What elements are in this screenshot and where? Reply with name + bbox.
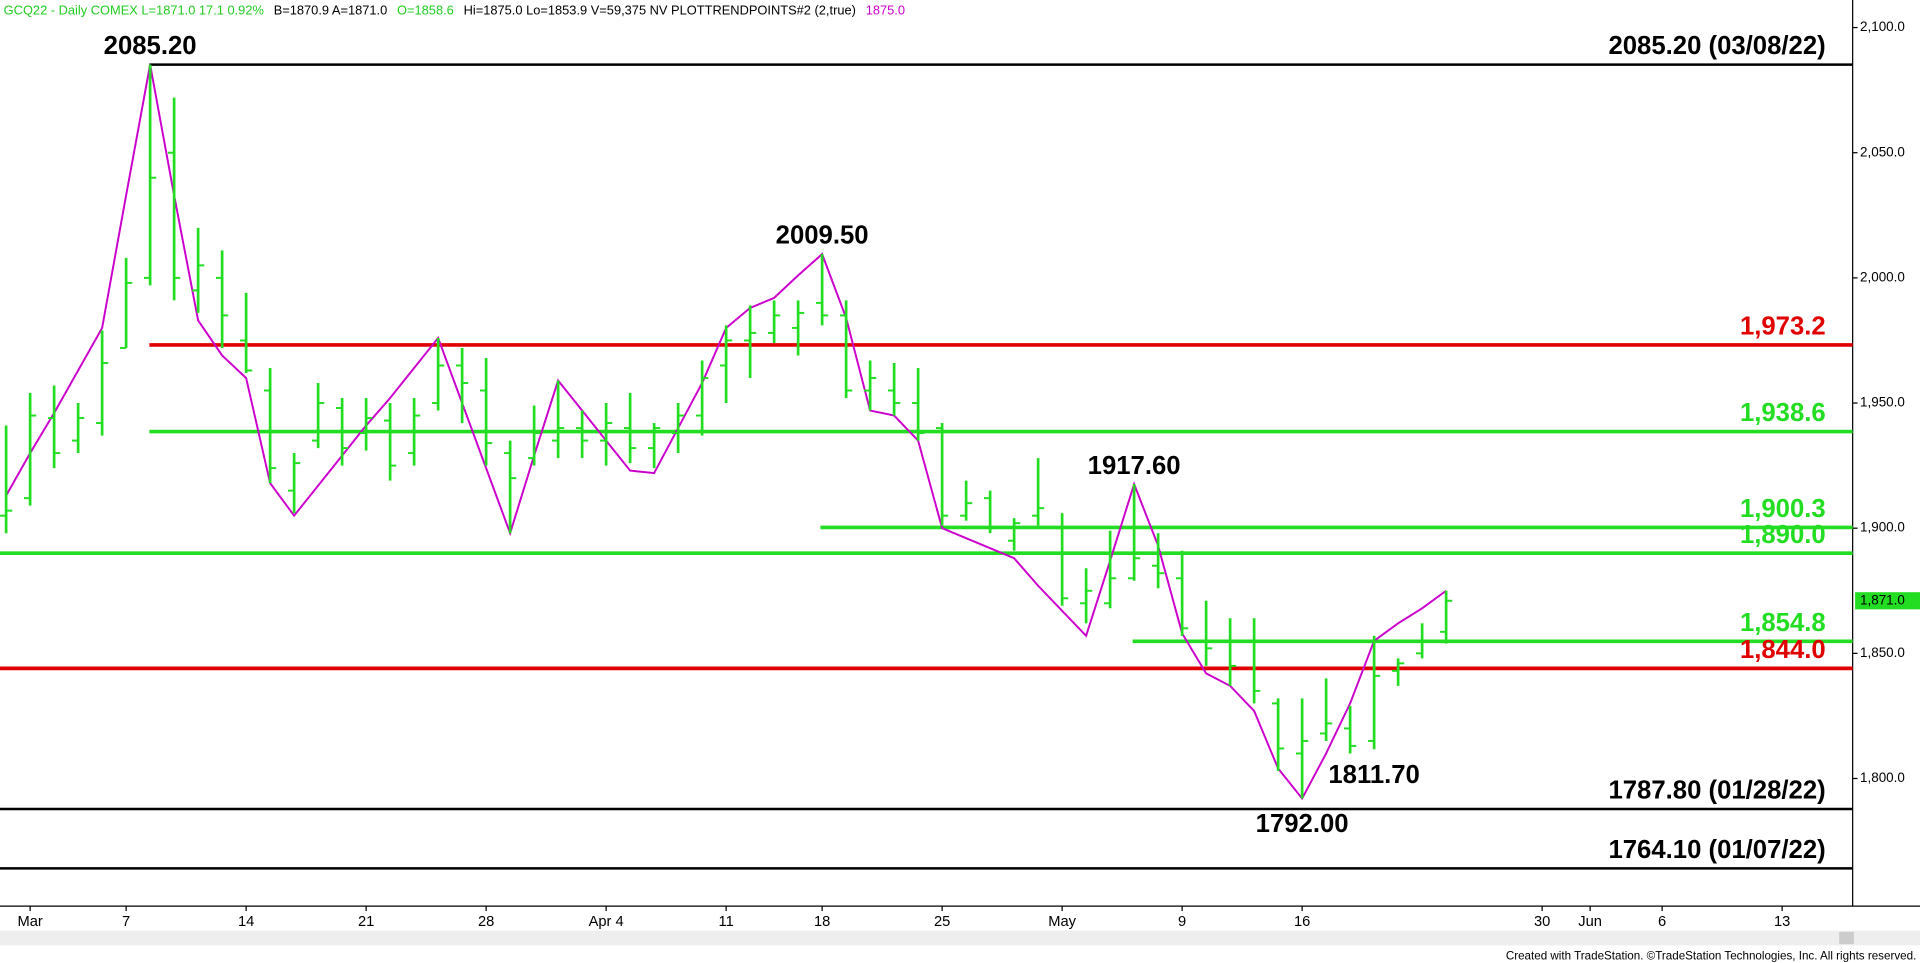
x-tick-label: 16: [1294, 914, 1310, 930]
x-tick-label: 18: [814, 914, 830, 930]
header-item: Hi=1875.0 Lo=1853.9 V=59,375 NV PLOTTREN…: [464, 2, 856, 17]
x-tick-label: 14: [238, 914, 254, 930]
level-label: 1,890.0: [1740, 521, 1826, 549]
scrollbar[interactable]: [0, 930, 1920, 946]
x-tick-label: 13: [1774, 914, 1790, 930]
header-item: GCQ22 - Daily COMEX L=1871.0 17.1 0.92%: [4, 2, 264, 17]
x-tick-label: 7: [122, 914, 130, 930]
level-label: 1,844.0: [1740, 636, 1826, 664]
header-item: B=1870.9 A=1871.0: [274, 2, 388, 17]
x-tick-label: 21: [358, 914, 374, 930]
x-tick-label: Apr 4: [589, 914, 624, 930]
x-tick-label: Mar: [17, 914, 42, 930]
y-tick-label: 1,950.0: [1860, 395, 1905, 410]
y-tick-label: 1,800.0: [1860, 770, 1905, 785]
y-tick-label: 2,100.0: [1860, 19, 1905, 34]
x-tick-label: May: [1048, 914, 1076, 930]
x-tick-label: 30: [1534, 914, 1550, 930]
y-tick-label: 2,000.0: [1860, 269, 1905, 284]
x-tick-label: 11: [718, 914, 733, 930]
y-tick-label: 1,900.0: [1860, 520, 1905, 535]
level-label: 1787.80 (01/28/22): [1608, 777, 1825, 805]
level-label: 1,854.8: [1740, 609, 1826, 637]
level-label: 1,900.3: [1740, 495, 1826, 523]
last-price-label: 1,871.0: [1860, 592, 1905, 607]
x-tick-label: Jun: [1578, 914, 1602, 930]
last-price-tag: [1855, 592, 1920, 610]
swing-label: 1792.00: [1256, 810, 1349, 838]
level-label: 2085.20 (03/08/22): [1608, 32, 1825, 60]
header-item: 1875.0: [866, 2, 905, 17]
x-tick-label: 6: [1658, 914, 1666, 930]
swing-label: 2009.50: [776, 222, 869, 250]
footer: Created with TradeStation. ©TradeStation…: [1506, 949, 1917, 962]
x-tick-label: 9: [1178, 914, 1186, 930]
header-item: O=1858.6: [397, 2, 454, 17]
y-tick-label: 1,850.0: [1860, 645, 1905, 660]
x-tick-label: 28: [478, 914, 494, 930]
x-tick-label: 25: [934, 914, 950, 930]
level-label: 1764.10 (01/07/22): [1608, 836, 1825, 864]
level-label: 1,973.2: [1740, 313, 1826, 341]
swing-label: 1917.60: [1088, 452, 1181, 480]
swing-label: 2085.20: [104, 32, 197, 60]
scrollbar-thumb[interactable]: [1839, 931, 1854, 945]
level-label: 1,938.6: [1740, 399, 1826, 427]
swing-label: 1811.70: [1328, 761, 1420, 789]
y-tick-label: 2,050.0: [1860, 144, 1905, 159]
